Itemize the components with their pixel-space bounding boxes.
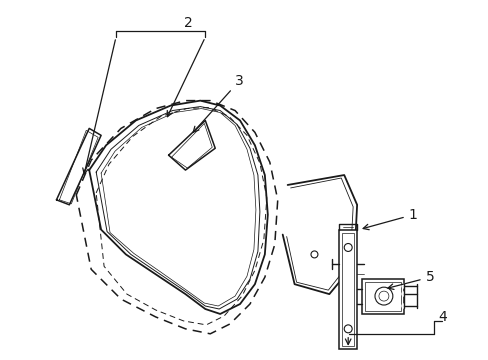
Polygon shape: [168, 121, 215, 170]
Text: 1: 1: [363, 208, 417, 230]
Polygon shape: [56, 129, 101, 205]
Text: 5: 5: [387, 270, 433, 289]
Bar: [342, 233, 353, 346]
Text: 3: 3: [193, 74, 244, 132]
Polygon shape: [282, 175, 356, 294]
Text: 2: 2: [183, 16, 192, 30]
Bar: [339, 230, 356, 349]
Bar: [361, 279, 403, 314]
Text: 4: 4: [438, 310, 447, 324]
Bar: [365, 282, 400, 311]
